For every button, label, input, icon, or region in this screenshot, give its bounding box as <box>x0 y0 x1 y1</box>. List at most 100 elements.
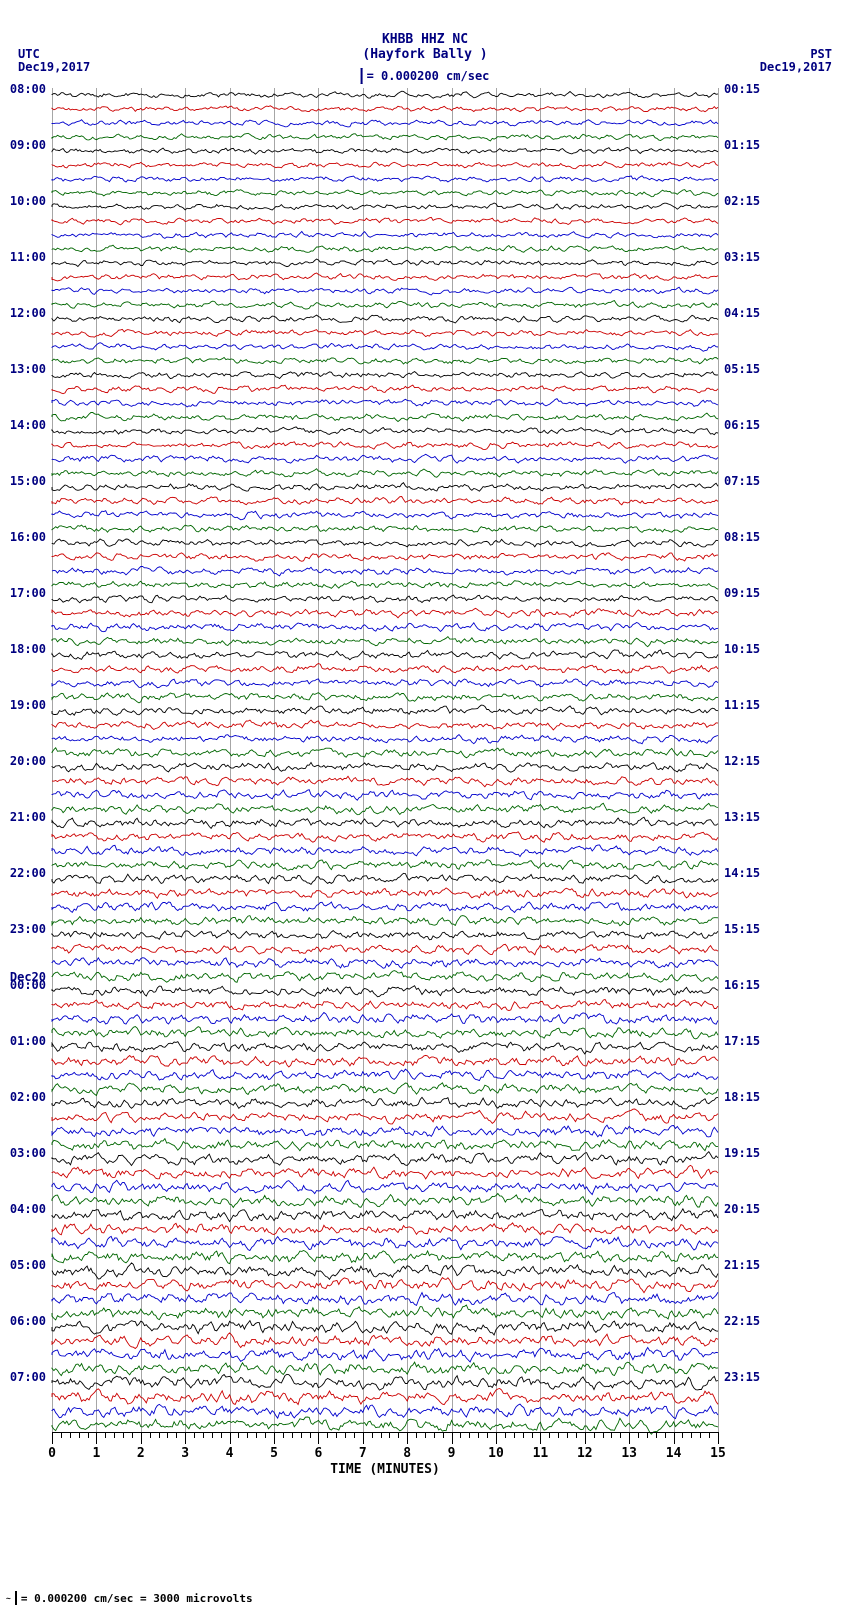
x-tick-major <box>407 1432 408 1444</box>
x-tick-major <box>363 1432 364 1444</box>
x-tick-minor <box>132 1432 133 1438</box>
right-time-label: 13:15 <box>724 810 768 824</box>
footer-scale-bar-icon <box>15 1591 17 1605</box>
footer-scale-text: = 0.000200 cm/sec = 3000 microvolts <box>21 1592 253 1605</box>
left-time-label: 19:00 <box>2 698 46 712</box>
right-time-label: 22:15 <box>724 1314 768 1328</box>
x-tick-label: 12 <box>577 1446 593 1461</box>
x-tick-minor <box>105 1432 106 1438</box>
right-timezone: PST <box>810 47 832 61</box>
left-time-label: 08:00 <box>2 82 46 96</box>
x-tick-minor <box>523 1432 524 1438</box>
right-time-label: 05:15 <box>724 362 768 376</box>
x-tick-major <box>52 1432 53 1444</box>
x-tick-minor <box>514 1432 515 1438</box>
x-tick-minor <box>159 1432 160 1438</box>
x-tick-minor <box>638 1432 639 1438</box>
right-time-label: 21:15 <box>724 1258 768 1272</box>
left-timezone: UTC <box>18 47 40 61</box>
x-tick-label: 4 <box>226 1446 234 1461</box>
right-time-label: 08:15 <box>724 530 768 544</box>
left-time-label: 18:00 <box>2 642 46 656</box>
x-tick-label: 10 <box>488 1446 504 1461</box>
left-time-label: 05:00 <box>2 1258 46 1272</box>
right-time-label: 04:15 <box>724 306 768 320</box>
x-tick-major <box>141 1432 142 1444</box>
left-time-label: 15:00 <box>2 474 46 488</box>
left-time-label: 04:00 <box>2 1202 46 1216</box>
x-tick-minor <box>647 1432 648 1438</box>
x-tick-minor <box>478 1432 479 1438</box>
right-time-label: 20:15 <box>724 1202 768 1216</box>
x-tick-minor <box>460 1432 461 1438</box>
x-tick-major <box>318 1432 319 1444</box>
left-time-label: 02:00 <box>2 1090 46 1104</box>
x-tick-minor <box>238 1432 239 1438</box>
x-tick-minor <box>381 1432 382 1438</box>
right-time-label: 09:15 <box>724 586 768 600</box>
left-time-label: 22:00 <box>2 866 46 880</box>
x-tick-label: 6 <box>314 1446 322 1461</box>
left-time-label: 00:00 <box>2 978 46 992</box>
seismogram-container: KHBB HHZ NC (Hayfork Bally ) = 0.000200 … <box>0 0 850 1613</box>
x-tick-minor <box>611 1432 612 1438</box>
left-time-label: 13:00 <box>2 362 46 376</box>
x-tick-label: 1 <box>92 1446 100 1461</box>
x-tick-major <box>629 1432 630 1444</box>
right-time-label: 16:15 <box>724 978 768 992</box>
x-tick-minor <box>265 1432 266 1438</box>
x-tick-minor <box>398 1432 399 1438</box>
x-tick-minor <box>345 1432 346 1438</box>
left-date: Dec19,2017 <box>18 60 90 74</box>
station-id: KHBB HHZ NC <box>382 32 468 47</box>
right-time-label: 11:15 <box>724 698 768 712</box>
x-tick-major <box>185 1432 186 1444</box>
station-name: (Hayfork Bally ) <box>362 47 487 62</box>
footer-tilde: ∼ <box>6 1594 11 1603</box>
left-time-label: 03:00 <box>2 1146 46 1160</box>
right-time-label: 14:15 <box>724 866 768 880</box>
x-tick-minor <box>247 1432 248 1438</box>
right-time-label: 03:15 <box>724 250 768 264</box>
x-tick-label: 7 <box>359 1446 367 1461</box>
x-tick-minor <box>558 1432 559 1438</box>
x-tick-minor <box>665 1432 666 1438</box>
left-time-label: 12:00 <box>2 306 46 320</box>
right-time-label: 17:15 <box>724 1034 768 1048</box>
x-tick-minor <box>443 1432 444 1438</box>
x-tick-minor <box>372 1432 373 1438</box>
x-tick-label: 8 <box>403 1446 411 1461</box>
x-tick-minor <box>434 1432 435 1438</box>
x-tick-minor <box>167 1432 168 1438</box>
x-tick-label: 14 <box>666 1446 682 1461</box>
right-time-label: 18:15 <box>724 1090 768 1104</box>
x-tick-major <box>230 1432 231 1444</box>
x-tick-minor <box>682 1432 683 1438</box>
axis-baseline <box>52 1432 718 1433</box>
left-time-label: 09:00 <box>2 138 46 152</box>
right-time-label: 10:15 <box>724 642 768 656</box>
left-time-label: 14:00 <box>2 418 46 432</box>
x-tick-minor <box>221 1432 222 1438</box>
right-time-label: 19:15 <box>724 1146 768 1160</box>
x-tick-minor <box>88 1432 89 1438</box>
x-tick-minor <box>301 1432 302 1438</box>
x-tick-minor <box>416 1432 417 1438</box>
left-time-label: 01:00 <box>2 1034 46 1048</box>
left-time-label: 21:00 <box>2 810 46 824</box>
x-tick-minor <box>594 1432 595 1438</box>
x-tick-major <box>540 1432 541 1444</box>
x-tick-label: 9 <box>448 1446 456 1461</box>
x-tick-major <box>274 1432 275 1444</box>
x-tick-minor <box>700 1432 701 1438</box>
x-tick-minor <box>620 1432 621 1438</box>
x-tick-minor <box>567 1432 568 1438</box>
x-tick-major <box>452 1432 453 1444</box>
x-tick-minor <box>114 1432 115 1438</box>
x-tick-minor <box>603 1432 604 1438</box>
x-tick-minor <box>212 1432 213 1438</box>
x-tick-minor <box>203 1432 204 1438</box>
left-time-label: 11:00 <box>2 250 46 264</box>
x-tick-minor <box>283 1432 284 1438</box>
x-tick-minor <box>327 1432 328 1438</box>
